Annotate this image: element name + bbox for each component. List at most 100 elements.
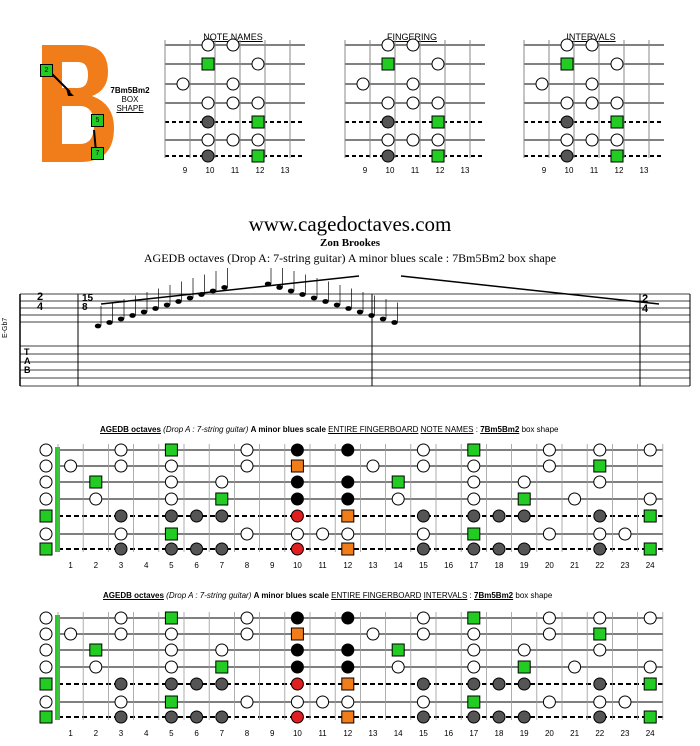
time-sig-top: 2 — [642, 293, 649, 305]
note-dot — [240, 627, 254, 641]
note-dot — [431, 96, 445, 110]
note-dot — [290, 542, 304, 556]
title-part: box shape — [521, 425, 559, 434]
orange-square — [341, 710, 355, 724]
note-head — [94, 323, 102, 329]
score-tab — [19, 268, 691, 387]
note-dot — [542, 695, 556, 709]
fingerboard-note-names — [39, 443, 664, 556]
note-dot — [585, 77, 599, 91]
root-square — [431, 149, 445, 163]
note-dot — [114, 459, 128, 473]
open-string-dot — [39, 527, 53, 541]
title-part: NOTE NAMES — [420, 425, 474, 434]
note-head — [391, 320, 398, 325]
title-part: INTERVALS — [423, 591, 468, 600]
title-part: A minor blues scale — [253, 591, 329, 600]
author: Zon Brookes — [319, 237, 380, 249]
note-dot — [316, 527, 330, 541]
note-dot — [89, 492, 103, 506]
note-dot — [610, 57, 624, 71]
note-dot — [89, 660, 103, 674]
note-dot — [542, 443, 556, 457]
note-dot — [201, 149, 215, 163]
note-head — [152, 306, 159, 311]
fret-number: 11 — [318, 729, 327, 738]
root-square — [391, 643, 405, 657]
fret-number: 17 — [469, 561, 479, 570]
note-dot — [240, 695, 254, 709]
note-dot — [610, 96, 624, 110]
note-dot — [467, 492, 481, 506]
note-dot — [643, 492, 657, 506]
fret-number: 2 — [93, 729, 99, 738]
fret-number: 22 — [595, 561, 605, 570]
fret-number: 12 — [343, 561, 353, 570]
note-head — [322, 299, 329, 304]
note-dot — [416, 443, 430, 457]
site-title: www.cagedoctaves.com — [248, 212, 452, 236]
note-head — [379, 316, 387, 322]
fret-number: 14 — [393, 561, 403, 570]
note-dot — [215, 710, 229, 724]
fret-number: 24 — [645, 729, 655, 738]
open-string-dot — [39, 459, 53, 473]
root-square — [251, 149, 265, 163]
note-head — [310, 295, 318, 301]
fret-number: 21 — [570, 729, 580, 738]
note-dot — [517, 475, 531, 489]
box-label-line: 7Bm5Bm2 — [110, 86, 150, 95]
note-dot — [215, 542, 229, 556]
open-string-dot — [39, 627, 53, 641]
root-square — [39, 509, 53, 523]
note-dot — [406, 77, 420, 91]
root-square — [89, 475, 103, 489]
note-dot — [290, 492, 304, 506]
note-dot — [341, 475, 355, 489]
note-dot — [251, 57, 265, 71]
note-dot — [643, 611, 657, 625]
open-string-dot — [39, 660, 53, 674]
note-dot — [593, 542, 607, 556]
open-string-dot — [39, 643, 53, 657]
note-dot — [226, 133, 240, 147]
note-dot — [542, 611, 556, 625]
note-dot — [593, 509, 607, 523]
open-string-dot — [39, 492, 53, 506]
note-dot — [416, 527, 430, 541]
note-dot — [164, 677, 178, 691]
orange-square — [341, 677, 355, 691]
panel-title: FINGERING — [386, 32, 437, 42]
note-head — [175, 299, 182, 304]
note-dot — [643, 443, 657, 457]
note-dot — [416, 509, 430, 523]
fret-number: 15 — [418, 729, 428, 738]
fret-number: 13 — [639, 166, 649, 175]
note-dot — [467, 677, 481, 691]
root-square — [89, 643, 103, 657]
fret-number: 13 — [368, 729, 378, 738]
note-dot — [215, 643, 229, 657]
title-part: A minor blues scale — [250, 425, 326, 434]
note-dot — [618, 695, 632, 709]
note-dot — [316, 695, 330, 709]
note-dot — [560, 149, 574, 163]
fret-number: 14 — [393, 729, 403, 738]
fret-number: 11 — [230, 166, 240, 175]
note-dot — [381, 96, 395, 110]
beam — [400, 275, 660, 305]
subtitle: AGEDB octaves (Drop A: 7-string guitar) … — [143, 251, 557, 265]
tab-label: TAB — [24, 347, 31, 375]
root-square — [467, 695, 481, 709]
title-part: AGEDB octaves — [103, 591, 164, 600]
fret-number: 20 — [544, 729, 554, 738]
note-dot — [190, 509, 204, 523]
fret-number: 7 — [219, 561, 225, 570]
fret-number: 3 — [118, 561, 124, 570]
root-square — [251, 115, 265, 129]
note-dot — [190, 677, 204, 691]
fingerboard-intervals — [39, 611, 664, 724]
note-dot — [492, 509, 506, 523]
open-string-dot — [39, 443, 53, 457]
